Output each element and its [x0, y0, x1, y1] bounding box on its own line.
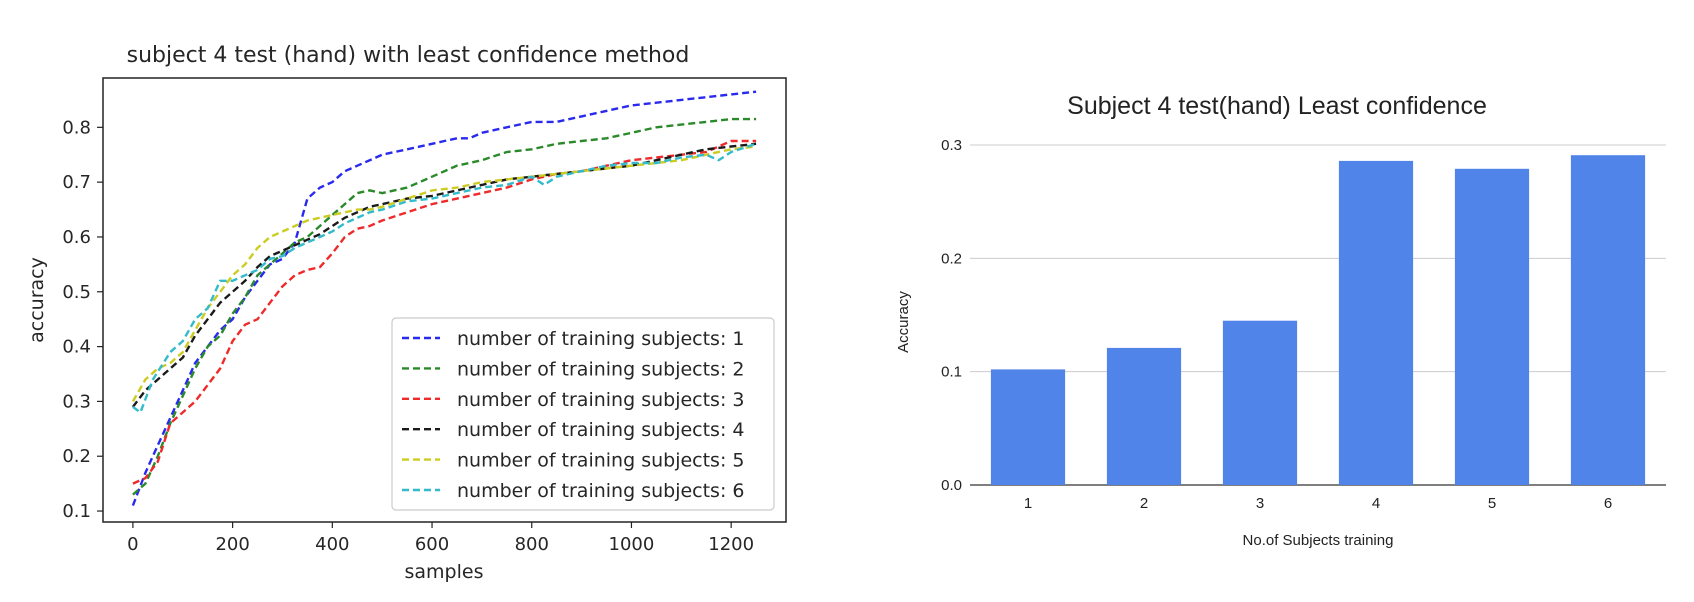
accuracy-bar-chart: Subject 4 test(hand) Least confidence 0.…	[895, 92, 1666, 549]
x-tick-label: 800	[515, 534, 549, 555]
bar-chart-y-ticks: 0.0 0.1 0.2 0.3	[941, 137, 962, 494]
line-chart-y-ticks: 0.1 0.2 0.3 0.4 0.5 0.6 0.7 0.8	[62, 117, 103, 522]
bar-5	[1454, 168, 1530, 486]
x-tick-label: 4	[1372, 495, 1380, 512]
legend-label: number of training subjects: 5	[457, 450, 745, 472]
y-tick-label: 0.8	[62, 117, 91, 138]
y-tick-label: 0.2	[941, 250, 962, 267]
bar-6	[1570, 155, 1646, 485]
legend-entry-5: number of training subjects: 5	[402, 450, 745, 472]
bar-4	[1338, 160, 1414, 485]
x-tick-label: 0	[127, 534, 138, 555]
series-line-5	[131, 145, 757, 402]
y-tick-label: 0.2	[62, 446, 91, 467]
x-tick-label: 3	[1256, 495, 1264, 512]
x-tick-label: 1000	[609, 534, 655, 555]
bar-3	[1222, 320, 1298, 485]
legend-entry-3: number of training subjects: 3	[402, 389, 745, 411]
y-tick-label: 0.0	[941, 477, 962, 494]
series-line-6	[132, 142, 757, 415]
legend-box	[391, 317, 775, 511]
x-tick-label: 2	[1140, 495, 1148, 512]
x-tick-label: 1200	[708, 534, 754, 555]
legend-entry-2: number of training subjects: 2	[402, 358, 745, 380]
y-tick-label: 0.4	[62, 337, 91, 358]
x-tick-label: 200	[215, 534, 249, 555]
x-tick-label: 600	[415, 534, 449, 555]
series-line-2	[132, 117, 757, 496]
line-chart-title: subject 4 test (hand) with least confide…	[127, 43, 690, 68]
bar-chart-bars	[990, 155, 1646, 486]
y-tick-label: 0.1	[941, 364, 962, 381]
bar-chart-title: Subject 4 test(hand) Least confidence	[1067, 92, 1487, 120]
legend-entry-1: number of training subjects: 1	[402, 328, 745, 350]
bar-chart-gridlines	[970, 144, 1666, 486]
bar-chart-x-ticks: 1 2 3 4 5 6	[1024, 495, 1612, 512]
bar-2	[1106, 347, 1182, 485]
y-tick-label: 0.6	[62, 227, 91, 248]
line-chart-x-ticks: 0 200 400 600 800 1000 1200	[127, 522, 754, 555]
y-tick-label: 0.7	[62, 172, 91, 193]
y-tick-label: 0.3	[62, 391, 91, 412]
y-tick-label: 0.5	[62, 282, 91, 303]
legend-entry-4: number of training subjects: 4	[402, 419, 745, 441]
x-tick-label: 6	[1604, 495, 1612, 512]
line-chart-x-axis-label: samples	[405, 561, 484, 583]
series-line-3	[132, 139, 757, 485]
legend-label: number of training subjects: 2	[457, 358, 745, 380]
bar-chart-x-axis-label: No.of Subjects training	[1243, 532, 1394, 549]
legend-label: number of training subjects: 4	[457, 419, 745, 441]
y-tick-label: 0.3	[941, 137, 962, 154]
line-chart-plot-area	[131, 90, 757, 507]
line-chart-y-axis-label: accuracy	[26, 257, 48, 343]
x-tick-label: 5	[1488, 495, 1496, 512]
legend-label: number of training subjects: 6	[457, 480, 745, 502]
line-chart-frame	[102, 77, 787, 523]
x-tick-label: 400	[315, 534, 349, 555]
legend-label: number of training subjects: 3	[457, 389, 745, 411]
line-chart-legend: number of training subjects: 1 number of …	[391, 317, 775, 511]
x-tick-label: 1	[1024, 495, 1032, 512]
y-tick-label: 0.1	[62, 501, 91, 522]
legend-label: number of training subjects: 1	[457, 328, 745, 350]
bar-1	[990, 369, 1066, 485]
accuracy-line-chart: subject 4 test (hand) with least confide…	[26, 43, 787, 583]
bar-chart-y-axis-label: Accuracy	[895, 291, 912, 353]
legend-entry-6: number of training subjects: 6	[402, 480, 745, 502]
